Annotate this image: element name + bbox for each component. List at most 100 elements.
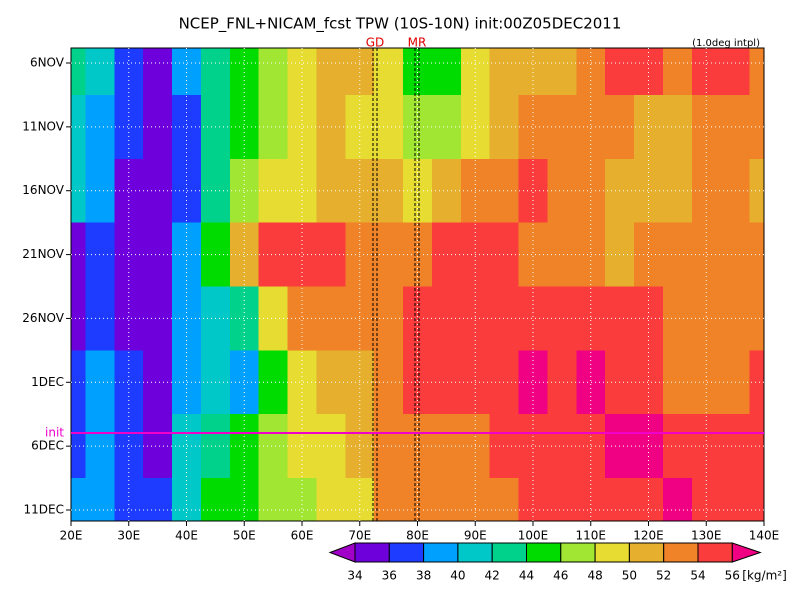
colorbar-box — [457, 542, 493, 563]
chart-title: NCEP_FNL+NICAM_fcst TPW (10S-10N) init:0… — [179, 15, 622, 34]
y-tick-label: 6DEC — [31, 439, 64, 453]
colorbar-low — [328, 542, 356, 563]
cell — [431, 350, 462, 415]
colorbar-units: [kg/m²] — [742, 569, 786, 583]
cell — [431, 222, 462, 287]
cell — [229, 48, 260, 96]
cell — [489, 286, 520, 351]
cell — [576, 48, 606, 96]
x-tick-label: 90E — [464, 529, 487, 543]
colorbar-box — [354, 542, 390, 563]
cell — [691, 350, 722, 415]
cell — [518, 48, 548, 96]
cell — [547, 48, 577, 96]
cell — [345, 48, 375, 96]
note: (1.0deg intpl) — [692, 38, 760, 49]
y-tick-label: 11NOV — [22, 119, 64, 133]
cell — [374, 48, 404, 96]
cell — [71, 94, 86, 160]
cell — [749, 350, 764, 415]
cell — [229, 478, 260, 521]
cell — [662, 48, 693, 96]
x-tick-label: 100E — [518, 529, 549, 543]
x-tick-label: 50E — [233, 529, 256, 543]
colorbar-label: 44 — [519, 569, 534, 583]
cell — [431, 48, 462, 96]
cell — [720, 478, 751, 521]
cell — [71, 414, 86, 479]
cell — [85, 414, 115, 479]
colorbar-box — [423, 542, 459, 563]
y-tick-label: 1DEC — [31, 375, 64, 389]
colorbar-box — [663, 542, 699, 563]
x-tick-label: 120E — [633, 529, 664, 543]
cell — [605, 478, 635, 521]
cell — [662, 478, 693, 521]
cell — [489, 48, 520, 96]
cell — [85, 94, 115, 160]
cell — [258, 48, 289, 96]
cell — [258, 478, 289, 521]
colorbar-high — [731, 542, 762, 563]
cell — [489, 414, 520, 479]
cell — [691, 478, 722, 521]
cell — [172, 350, 202, 415]
cell — [489, 94, 520, 160]
colorbar-box — [526, 542, 562, 563]
x-tick-label: 40E — [175, 529, 198, 543]
heatmap — [71, 48, 764, 521]
cell — [431, 478, 462, 521]
x-tick-label: 70E — [348, 529, 371, 543]
cell — [749, 286, 764, 351]
cell — [460, 478, 491, 521]
colorbar-box — [491, 542, 528, 563]
cell — [287, 48, 317, 96]
y-tick-label: 11DEC — [24, 503, 64, 517]
cell — [172, 48, 202, 96]
cell — [605, 48, 635, 96]
cell — [431, 286, 462, 351]
x-tick-label: 80E — [406, 529, 429, 543]
y-tick-label: 6NOV — [30, 56, 65, 70]
cell — [200, 48, 231, 96]
cell — [287, 478, 317, 521]
cell — [576, 478, 606, 521]
colorbar-box — [594, 542, 630, 563]
cell — [749, 478, 764, 521]
colorbar-box — [560, 542, 596, 563]
cell — [143, 478, 173, 521]
colorbar-box — [388, 542, 425, 563]
cell — [71, 350, 86, 415]
cell — [85, 286, 115, 351]
cell — [749, 222, 764, 287]
cell — [71, 48, 86, 96]
colorbar-label: 48 — [587, 569, 602, 583]
cell — [345, 478, 375, 521]
colorbar-label: 56 — [725, 569, 740, 583]
cell — [518, 478, 548, 521]
cell — [403, 478, 433, 521]
cell — [200, 478, 231, 521]
cell — [374, 478, 404, 521]
colorbar-box — [628, 542, 665, 563]
cell — [634, 478, 664, 521]
cell — [316, 48, 346, 96]
cell — [634, 48, 664, 96]
colorbar-label: 52 — [656, 569, 671, 583]
y-tick-label: 16NOV — [22, 183, 64, 197]
cell — [749, 158, 764, 224]
cell — [431, 94, 462, 160]
cell — [114, 478, 144, 521]
cell — [71, 222, 86, 287]
cell — [749, 94, 764, 160]
x-tick-label: 20E — [60, 529, 83, 543]
x-tick-label: 110E — [576, 529, 607, 543]
cell — [749, 414, 764, 479]
colorbar-box — [697, 542, 733, 563]
colorbar-label: 36 — [382, 569, 397, 583]
cell — [71, 286, 86, 351]
overlay: 20E 30E 40E 50E 60E 70E 80E 90E 100E 110E 120E 130E… — [22, 36, 779, 543]
cell — [489, 158, 520, 224]
colorbar-label: 34 — [347, 569, 362, 583]
cell — [691, 48, 722, 96]
